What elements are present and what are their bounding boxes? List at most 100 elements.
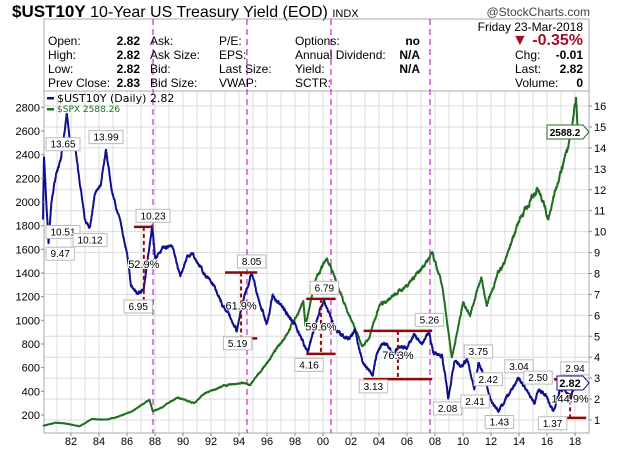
value-label: 8.05 xyxy=(242,257,262,268)
chart-title: $UST10Y 10-Year US Treasury Yield (EOD) … xyxy=(12,2,359,22)
right-axis-label: 10 xyxy=(594,227,606,239)
left-axis-label: 2600 xyxy=(16,126,40,138)
legend: $UST10Y (Daily) 2.82 $SPX 2588.26 xyxy=(47,92,174,115)
value-labels: 13.65 10.51 9.47 10.12 13.99 10.23 6.95 8.05 5.1… xyxy=(45,130,590,431)
stat-value: 0 xyxy=(576,76,583,90)
exchange: INDX xyxy=(332,8,359,20)
value-label-box xyxy=(473,372,503,387)
left-axis-label: 2800 xyxy=(16,102,40,114)
x-axis-label: 98 xyxy=(289,436,301,448)
value-label-box xyxy=(88,130,124,145)
stat-label: Annual Dividend: xyxy=(295,48,386,62)
stat-label: Low: xyxy=(48,62,74,76)
ust-last-tag xyxy=(556,375,590,391)
right-axis-label: 11 xyxy=(594,206,605,218)
stat-label: Ask: xyxy=(150,34,174,48)
stat-label: SCTR: xyxy=(295,76,331,90)
spx-last-tag xyxy=(546,124,590,140)
x-axis-label: 00 xyxy=(317,436,329,448)
security-name: 10-Year US Treasury Yield (EOD) xyxy=(90,4,328,21)
value-label: 9.47 xyxy=(50,249,70,260)
right-axis-label: 2 xyxy=(594,394,600,406)
brand-watermark: @StockCharts.com xyxy=(486,5,590,19)
left-axis-label: 1000 xyxy=(16,315,40,327)
ust10y-line xyxy=(42,112,579,413)
x-axis-label: 06 xyxy=(401,436,413,448)
x-axis-label: 90 xyxy=(177,436,189,448)
x-axis-label: 86 xyxy=(121,436,133,448)
value-label: 1.43 xyxy=(490,418,510,429)
value-label: 2.50 xyxy=(528,373,548,384)
value-label: 2.94 xyxy=(565,364,585,375)
right-axis-label: 6 xyxy=(594,310,600,322)
spx-line xyxy=(42,96,580,428)
right-axis-label: 9 xyxy=(594,248,600,260)
right-axis-label: 16 xyxy=(594,101,606,113)
left-axis-label: 2200 xyxy=(16,173,40,185)
annotation-percent-label: 52.9% xyxy=(128,259,159,271)
value-label: 2.42 xyxy=(478,375,498,386)
value-label: 10.51 xyxy=(50,227,75,238)
quote-date: Friday 23-Mar-2018 xyxy=(477,20,583,34)
ust-last-value: 2.82 xyxy=(559,378,580,390)
x-axis-label: 02 xyxy=(345,436,357,448)
value-label: 13.99 xyxy=(93,133,118,144)
range-annotations: 52.9% 61.9% 59.6% 76.3% 144.9% xyxy=(127,225,590,420)
spx-last-value: 2588.2 xyxy=(550,128,581,139)
x-axis-label: 12 xyxy=(485,436,497,448)
value-label: 3.13 xyxy=(364,382,384,393)
left-axis-label: 2000 xyxy=(16,197,40,209)
stat-label: Ask Size: xyxy=(150,48,201,62)
stat-value: 2.83 xyxy=(116,76,140,90)
stat-label: Chg: xyxy=(515,48,541,62)
value-label-box xyxy=(523,370,553,385)
right-axis-label: 15 xyxy=(594,122,606,134)
stat-value: 2.82 xyxy=(116,48,140,62)
x-axis-label: 96 xyxy=(261,436,273,448)
value-label-box xyxy=(358,379,389,394)
x-axis-label: 92 xyxy=(205,436,217,448)
stat-label: Bid: xyxy=(150,62,171,76)
value-label: 5.19 xyxy=(228,339,248,350)
change-percent: ▼ -0.35% xyxy=(512,32,583,49)
annotation-percent-label: 59.6% xyxy=(305,321,336,333)
stat-label: P/E: xyxy=(219,34,242,48)
right-axis-label: 14 xyxy=(594,143,606,155)
value-label-box xyxy=(309,280,340,295)
last-value-tags: 2588.2 2.82 xyxy=(546,124,590,391)
axes: 2004006008001000120014001600180020002200… xyxy=(16,101,607,448)
value-label-box xyxy=(123,299,153,314)
x-axis-label: 14 xyxy=(513,436,525,448)
right-axis-label: 12 xyxy=(594,185,606,197)
right-axis-label: 8 xyxy=(594,268,600,280)
right-axis-label: 1 xyxy=(594,415,600,427)
left-axis-label: 2400 xyxy=(16,150,40,162)
stat-label: Last: xyxy=(515,62,542,76)
event-lines xyxy=(152,19,431,433)
x-axis-label: 04 xyxy=(373,436,385,448)
stat-label: High: xyxy=(48,48,77,62)
plot-border xyxy=(43,90,590,434)
x-axis-label: 84 xyxy=(93,436,105,448)
annotation-percent-label: 61.9% xyxy=(225,300,256,312)
value-label: 3.75 xyxy=(469,347,489,358)
stat-label: Last Size: xyxy=(219,62,272,76)
value-label: 4.16 xyxy=(299,360,319,371)
stat-label: Volume: xyxy=(515,76,559,90)
left-axis-label: 1200 xyxy=(16,292,40,304)
value-label-box xyxy=(484,415,515,430)
value-label: 10.12 xyxy=(78,236,103,247)
stat-label: Options: xyxy=(295,34,340,48)
value-label: 13.65 xyxy=(50,140,75,151)
grid xyxy=(44,91,589,433)
value-label: 2.08 xyxy=(438,404,458,415)
value-label-box xyxy=(45,246,75,261)
left-axis-label: 200 xyxy=(22,410,40,422)
value-label: 10.23 xyxy=(141,211,166,222)
x-axis-label: 88 xyxy=(149,436,161,448)
x-axis-label: 08 xyxy=(429,436,441,448)
stat-label: Prev Close: xyxy=(48,76,111,90)
value-label: 6.95 xyxy=(128,302,148,313)
right-axis-label: 7 xyxy=(594,289,600,301)
legend-ust: $UST10Y (Daily) 2.82 xyxy=(57,92,174,105)
